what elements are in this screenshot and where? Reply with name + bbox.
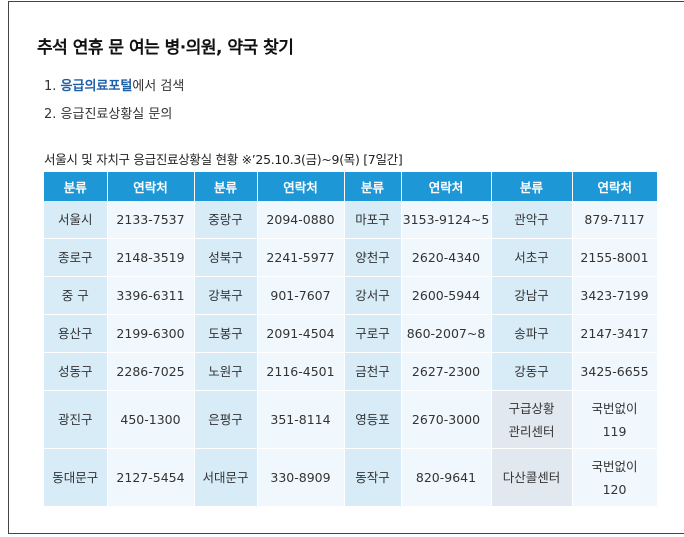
district-cell: 동대문구 — [44, 448, 108, 507]
column-header-district: 분류 — [44, 172, 108, 201]
phone-cell: 3425-6655 — [572, 352, 658, 391]
table-row: 서울시 2133-7537 중랑구 2094-0880 마포구 3153-9124~5 관악… — [44, 201, 658, 239]
phone-cell: 2286-7025 — [107, 352, 195, 391]
district-cell: 중 구 — [44, 276, 108, 315]
phone-cell: 330-8909 — [257, 448, 345, 507]
district-cell: 관악구 — [491, 201, 573, 239]
table-row: 중 구 3396-6311 강북구 901-7607 강서구 2600-5944 강남구 34… — [44, 276, 658, 315]
district-cell: 서울시 — [44, 201, 108, 239]
phone-cell: 2241-5977 — [257, 238, 345, 277]
table-row: 광진구 450-1300 은평구 351-8114 영등포 2670-3000 구급상황 관리… — [44, 390, 658, 449]
phone-cell: 450-1300 — [107, 390, 195, 449]
phone-cell: 2627-2300 — [401, 352, 492, 391]
district-cell: 강동구 — [491, 352, 573, 391]
phone-cell: 3396-6311 — [107, 276, 195, 315]
district-cell: 송파구 — [491, 314, 573, 353]
phone-cell: 2127-5454 — [107, 448, 195, 507]
district-cell: 은평구 — [194, 390, 258, 449]
search-steps: 1. 응급의료포털에서 검색 2. 응급진료상황실 문의 — [44, 77, 184, 133]
phone-cell: 국번없이 120 — [572, 448, 658, 507]
phone-cell: 2116-4501 — [257, 352, 345, 391]
district-cell: 다산콜센터 — [491, 448, 573, 507]
column-header-contact: 연락처 — [107, 172, 195, 201]
phone-cell: 2155-8001 — [572, 238, 658, 277]
phone-cell: 901-7607 — [257, 276, 345, 315]
column-header-district: 분류 — [194, 172, 258, 201]
table-row: 용산구 2199-6300 도봉구 2091-4504 구로구 860-2007~8 송파구… — [44, 314, 658, 353]
step-number: 1. — [44, 79, 61, 94]
district-cell: 노원구 — [194, 352, 258, 391]
district-cell: 강남구 — [491, 276, 573, 315]
district-cell: 동작구 — [344, 448, 402, 507]
district-cell: 구로구 — [344, 314, 402, 353]
phone-cell: 860-2007~8 — [401, 314, 492, 353]
page-title: 추석 연휴 문 여는 병·의원, 약국 찾기 — [37, 38, 294, 58]
column-header-district: 분류 — [491, 172, 573, 201]
table-row: 성동구 2286-7025 노원구 2116-4501 금천구 2627-2300 강동구 3… — [44, 352, 658, 391]
table-row: 동대문구 2127-5454 서대문구 330-8909 동작구 820-9641 다산콜센… — [44, 448, 658, 507]
phone-cell: 2199-6300 — [107, 314, 195, 353]
column-header-contact: 연락처 — [257, 172, 345, 201]
district-cell: 강북구 — [194, 276, 258, 315]
district-cell: 서초구 — [491, 238, 573, 277]
district-cell: 종로구 — [44, 238, 108, 277]
emergency-portal-link[interactable]: 응급의료포털 — [60, 79, 133, 94]
district-cell: 서대문구 — [194, 448, 258, 507]
district-cell: 중랑구 — [194, 201, 258, 239]
district-cell: 양천구 — [344, 238, 402, 277]
phone-cell: 2094-0880 — [257, 201, 345, 239]
phone-cell: 2147-3417 — [572, 314, 658, 353]
district-cell: 마포구 — [344, 201, 402, 239]
district-cell: 용산구 — [44, 314, 108, 353]
table-row: 종로구 2148-3519 성북구 2241-5977 양천구 2620-4340 서초구 2… — [44, 238, 658, 277]
phone-cell: 2148-3519 — [107, 238, 195, 277]
district-cell: 금천구 — [344, 352, 402, 391]
phone-cell: 820-9641 — [401, 448, 492, 507]
district-cell: 구급상황 관리센터 — [491, 390, 573, 449]
district-cell: 영등포 — [344, 390, 402, 449]
table-caption: 서울시 및 자치구 응급진료상황실 현황 ※’25.10.3(금)~9(목) [… — [44, 152, 403, 167]
column-header-district: 분류 — [344, 172, 402, 201]
phone-cell: 351-8114 — [257, 390, 345, 449]
district-cell: 성북구 — [194, 238, 258, 277]
district-cell: 성동구 — [44, 352, 108, 391]
phone-cell: 879-7117 — [572, 201, 658, 239]
table-header-row: 분류 연락처 분류 연락처 분류 연락처 분류 연락처 — [44, 172, 657, 201]
phone-cell: 국번없이 119 — [572, 390, 658, 449]
column-header-contact: 연락처 — [401, 172, 492, 201]
phone-cell: 2091-4504 — [257, 314, 345, 353]
phone-cell: 2133-7537 — [107, 201, 195, 239]
column-header-contact: 연락처 — [572, 172, 657, 201]
phone-cell: 2620-4340 — [401, 238, 492, 277]
phone-cell: 3423-7199 — [572, 276, 658, 315]
step-call-center: 2. 응급진료상황실 문의 — [44, 107, 173, 122]
step-text: 에서 검색 — [132, 79, 185, 94]
district-cell: 강서구 — [344, 276, 402, 315]
phone-cell: 2670-3000 — [401, 390, 492, 449]
phone-cell: 2600-5944 — [401, 276, 492, 315]
step-portal-search: 1. 응급의료포털에서 검색 — [44, 77, 184, 105]
district-cell: 도봉구 — [194, 314, 258, 353]
district-cell: 광진구 — [44, 390, 108, 449]
emergency-contact-table: 분류 연락처 분류 연락처 분류 연락처 분류 연락처 서울시 2133-7537 중랑구 2094… — [44, 172, 658, 507]
content-frame — [8, 1, 684, 534]
phone-cell: 3153-9124~5 — [401, 201, 492, 239]
